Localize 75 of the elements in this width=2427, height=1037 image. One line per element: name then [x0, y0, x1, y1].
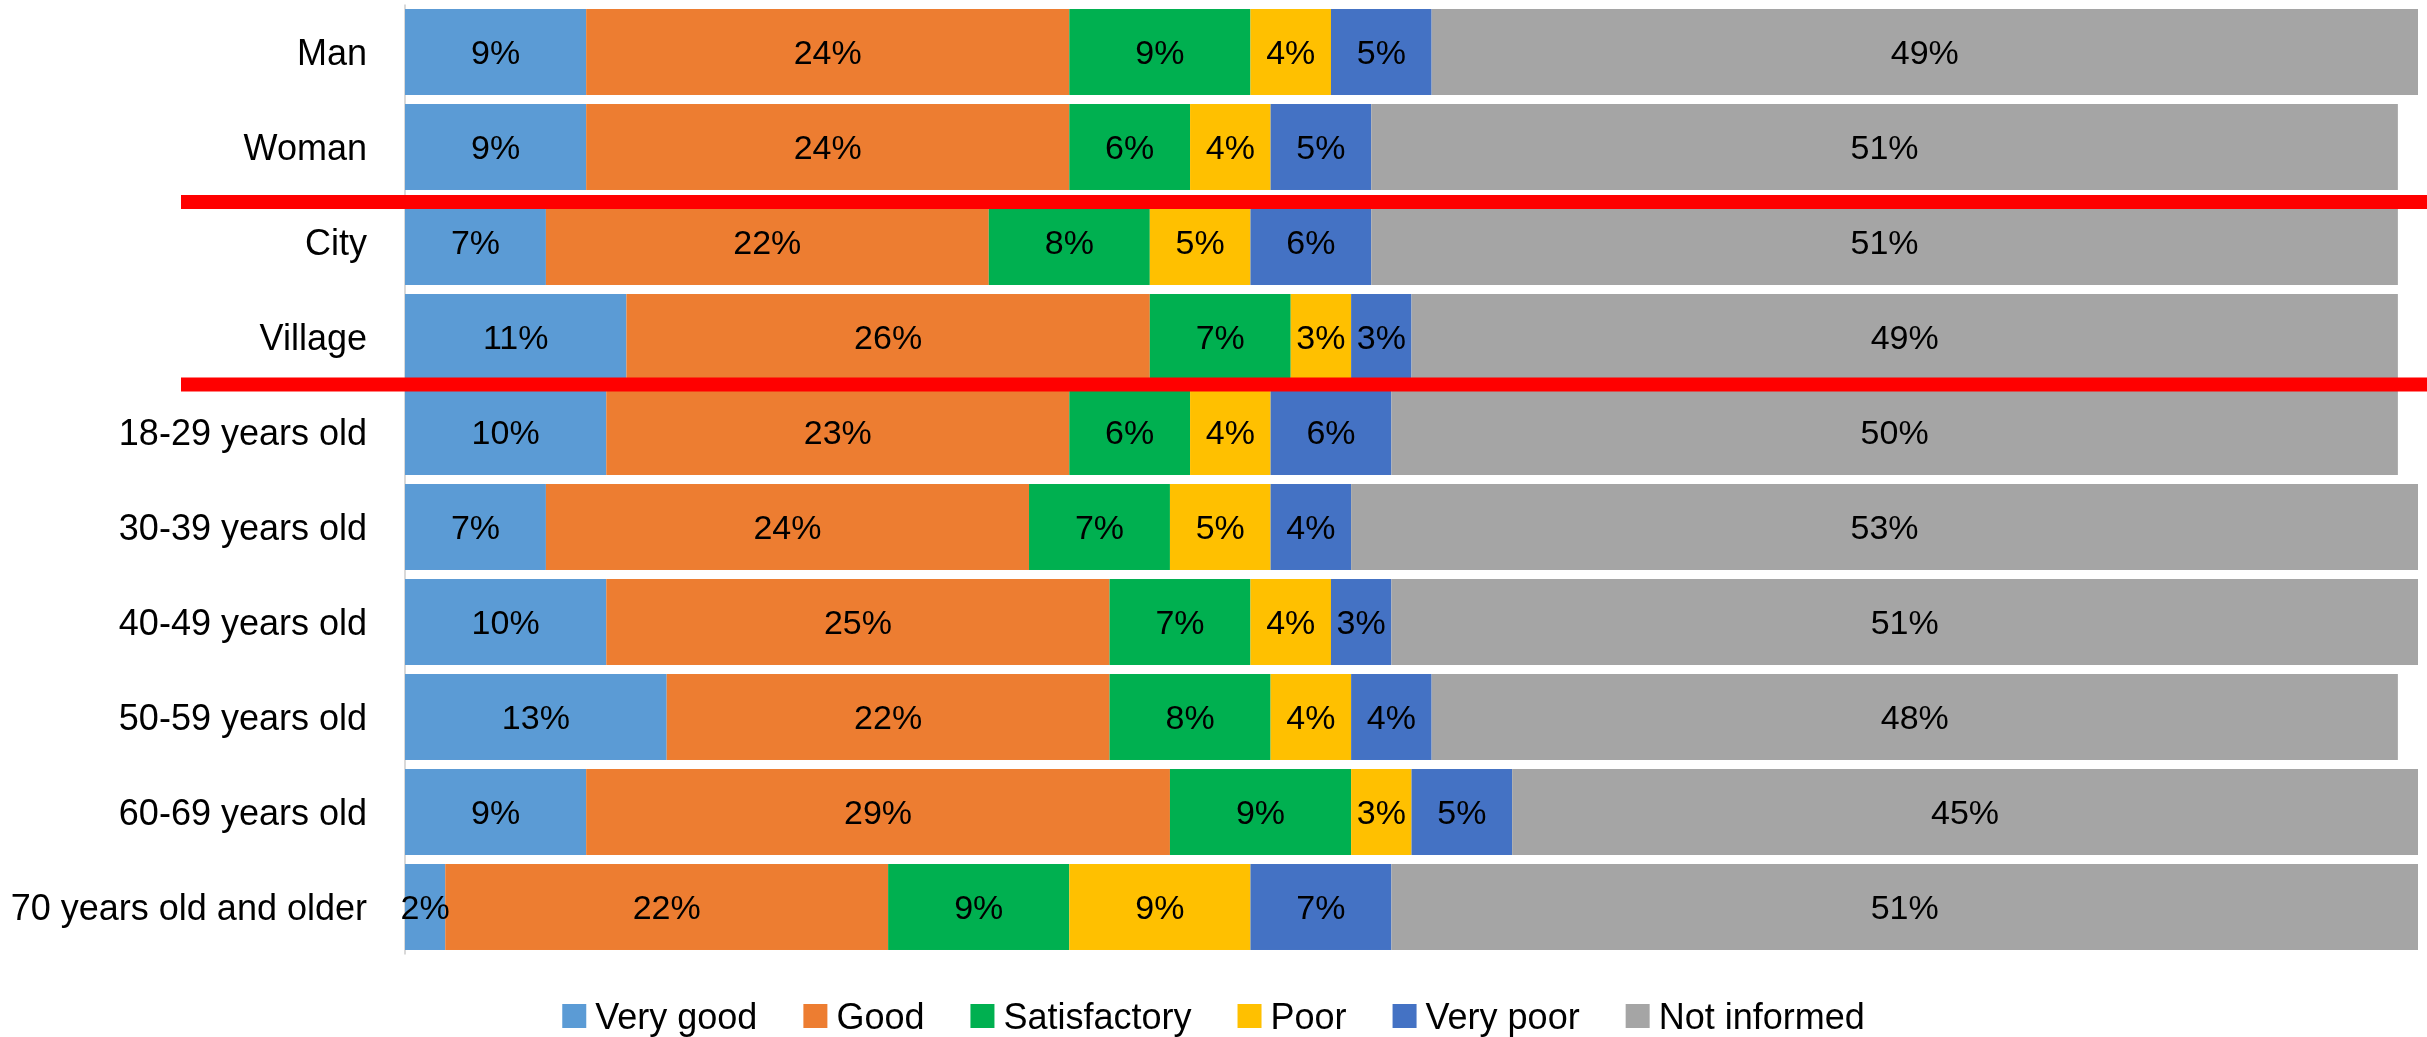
data-label: 26% [854, 318, 923, 356]
y-tick-label: 60-69 years old [118, 791, 367, 833]
data-label: 51% [1870, 603, 1939, 641]
y-tick-label: 70 years old and older [10, 886, 367, 928]
data-label: 10% [471, 603, 540, 641]
data-label: 7% [1195, 318, 1245, 356]
data-label: 50% [1860, 413, 1929, 451]
data-label: 6% [1306, 413, 1356, 451]
data-label: 4% [1205, 128, 1255, 166]
data-label: 4% [1286, 508, 1336, 546]
legend-label: Not informed [1658, 995, 1865, 1037]
data-label: 5% [1356, 33, 1406, 71]
data-label: 11% [482, 318, 549, 356]
data-label: 9% [471, 793, 521, 831]
data-label: 23% [803, 413, 872, 451]
data-label: 9% [1135, 888, 1185, 926]
y-tick-label: Man [296, 31, 367, 73]
data-label: 5% [1437, 793, 1487, 831]
y-tick-label: 30-39 years old [118, 506, 367, 548]
data-label: 8% [1165, 698, 1215, 736]
data-label: 9% [1235, 793, 1286, 831]
legend-label: Satisfactory [1003, 995, 1192, 1037]
data-label: 22% [632, 888, 701, 926]
data-label: 4% [1366, 698, 1416, 736]
data-label: 49% [1890, 33, 1959, 71]
data-label: 5% [1296, 128, 1346, 166]
y-tick-label: Village [259, 316, 367, 358]
data-label: 24% [793, 128, 862, 166]
data-label: 7% [1155, 603, 1205, 641]
data-label: 10% [471, 413, 540, 451]
data-label: 7% [1296, 888, 1346, 926]
data-label: 6% [1105, 128, 1155, 166]
data-label: 22% [733, 223, 802, 261]
data-label: 3% [1356, 793, 1406, 831]
data-label: 51% [1850, 223, 1919, 261]
data-label: 3% [1336, 603, 1386, 641]
data-label: 24% [793, 33, 862, 71]
data-label: 4% [1205, 413, 1255, 451]
data-label: 9% [471, 128, 521, 166]
data-label: 6% [1105, 413, 1155, 451]
legend-label: Very good [595, 995, 758, 1037]
data-label: 4% [1266, 33, 1316, 71]
data-label: 4% [1266, 603, 1316, 641]
data-label: 5% [1175, 223, 1225, 261]
data-label: 4% [1286, 698, 1336, 736]
data-label: 48% [1880, 698, 1949, 736]
data-label: 29% [844, 793, 913, 831]
y-tick-label: City [305, 221, 367, 263]
data-label: 51% [1870, 888, 1939, 926]
data-label: 3% [1356, 318, 1406, 356]
data-label: 9% [471, 33, 521, 71]
y-tick-label: Woman [243, 126, 367, 168]
data-label: 9% [1135, 33, 1185, 71]
data-label: 5% [1195, 508, 1245, 546]
data-label: 25% [823, 603, 892, 641]
data-label: 24% [753, 508, 822, 546]
legend-label: Poor [1270, 995, 1347, 1037]
y-tick-label: 18-29 years old [118, 411, 367, 453]
data-label: 53% [1850, 508, 1919, 546]
data-label: 45% [1931, 793, 2000, 831]
data-label: 13% [501, 698, 570, 736]
data-label: 9% [954, 888, 1004, 926]
y-tick-label: 50-59 years old [118, 696, 367, 738]
data-label: 6% [1286, 223, 1336, 261]
data-label: 8% [1044, 223, 1094, 261]
data-label: 51% [1850, 128, 1919, 166]
data-label: 7% [450, 508, 501, 546]
data-label: 7% [1074, 508, 1125, 546]
data-label: 49% [1870, 318, 1939, 356]
data-label: 3% [1296, 318, 1346, 356]
data-label: 7% [450, 223, 501, 261]
legend-label: Good [836, 995, 925, 1037]
y-tick-label: 40-49 years old [118, 601, 367, 643]
legend-label: Very poor [1425, 995, 1580, 1037]
data-label: 22% [854, 698, 923, 736]
